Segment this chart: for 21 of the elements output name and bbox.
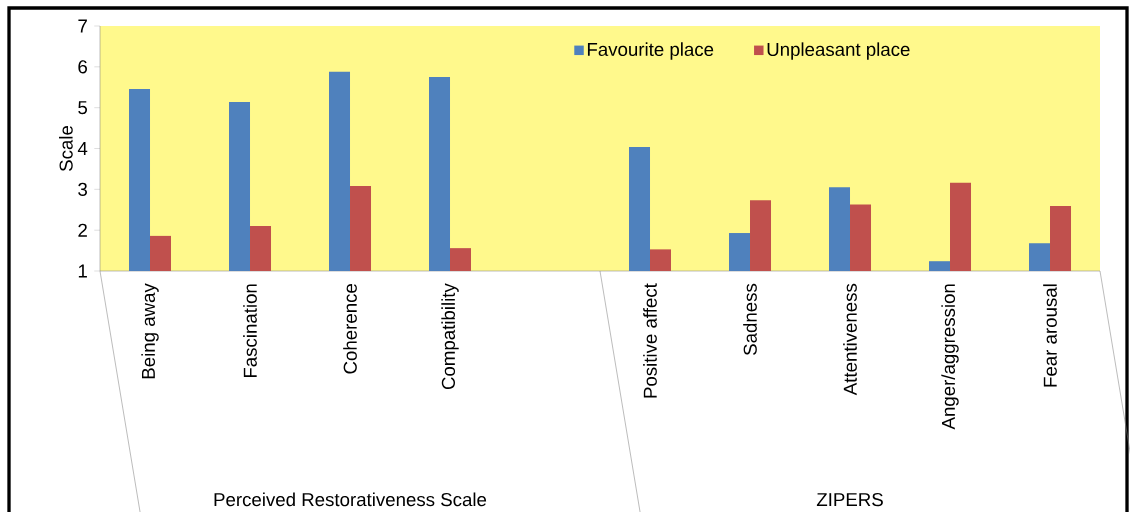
text: ZIPERS — [816, 492, 883, 507]
x-tick-label: Being away — [141, 283, 159, 379]
legend-label: Unpleasant place — [767, 42, 910, 60]
text: Perceived Restorativeness Scale — [214, 492, 487, 507]
x-tick-label: Sadness — [743, 283, 757, 355]
y-tick-label: 2 — [78, 223, 87, 237]
x-tick-label: Attentiveness — [843, 283, 857, 396]
y-tick-label: 6 — [78, 60, 87, 74]
x-tick-label: Fascination — [243, 284, 257, 378]
x-tick-label: Anger/aggression — [941, 284, 959, 430]
y-tick-label: 1 — [78, 264, 87, 278]
y-tick-label: 4 — [77, 142, 88, 155]
y-axis-title: Scale — [59, 125, 73, 171]
x-tick-label: Fear arousal — [1043, 284, 1057, 387]
y-tick-label: 7 — [78, 19, 87, 33]
y-tick-label: 3 — [78, 182, 87, 196]
x-tick-label: Compatibility — [441, 283, 459, 390]
legend-label: Favourite place — [587, 42, 714, 60]
x-tick-label: Positive affect — [643, 283, 657, 398]
x-tick-label: Coherence — [343, 284, 357, 374]
y-tick-label: 5 — [78, 101, 88, 115]
